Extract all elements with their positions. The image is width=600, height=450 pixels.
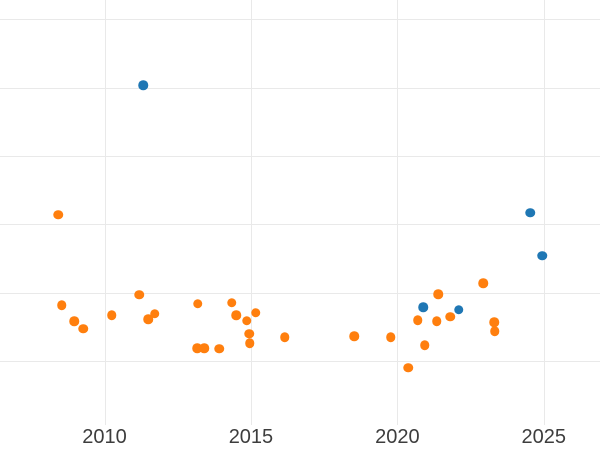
- orange-series-point: [143, 314, 153, 325]
- y-gridline: [0, 361, 600, 363]
- y-gridline: [0, 155, 600, 157]
- orange-series-point: [403, 363, 414, 373]
- y-gridline: [0, 292, 600, 294]
- blue-series-point: [418, 302, 429, 312]
- y-gridline: [0, 19, 600, 21]
- x-gridline: [104, 0, 106, 425]
- orange-series-point: [214, 344, 224, 354]
- blue-series-point: [454, 305, 464, 315]
- x-gridline: [250, 0, 252, 425]
- x-tick-label: 2025: [521, 426, 567, 448]
- orange-series-point: [57, 300, 67, 310]
- orange-series-point: [107, 310, 117, 321]
- orange-series-point: [419, 340, 430, 351]
- orange-series-point: [478, 278, 488, 288]
- orange-series-point: [231, 310, 242, 321]
- x-tick-label: 2020: [375, 426, 420, 448]
- orange-series-point: [53, 209, 64, 220]
- orange-series-point: [431, 316, 442, 327]
- orange-series-point: [251, 307, 261, 318]
- orange-series-point: [445, 311, 455, 322]
- x-tick-label: 2015: [228, 426, 274, 448]
- orange-series-point: [241, 315, 252, 326]
- orange-series-point: [149, 309, 160, 319]
- orange-series-point: [78, 324, 89, 334]
- y-gridline: [0, 224, 600, 226]
- x-tick-label: 2010: [82, 426, 127, 448]
- x-gridline: [397, 0, 399, 425]
- orange-series-point: [489, 326, 500, 336]
- orange-series-point: [433, 289, 444, 299]
- x-gridline: [543, 0, 545, 425]
- orange-series-point: [199, 343, 210, 353]
- orange-series-point: [489, 317, 500, 327]
- orange-series-point: [192, 343, 203, 353]
- orange-series-point: [192, 298, 203, 309]
- blue-series-point: [138, 80, 148, 91]
- orange-series-point: [244, 328, 255, 339]
- orange-series-point: [279, 332, 290, 342]
- orange-series-point: [349, 331, 359, 342]
- orange-series-point: [134, 290, 145, 300]
- orange-series-point: [386, 332, 396, 342]
- blue-series-point: [525, 207, 535, 218]
- orange-series-point: [412, 315, 423, 325]
- y-gridline: [0, 87, 600, 89]
- orange-series-point: [245, 338, 255, 349]
- orange-series-point: [69, 316, 80, 327]
- blue-series-point: [537, 251, 547, 261]
- orange-series-point: [226, 298, 237, 308]
